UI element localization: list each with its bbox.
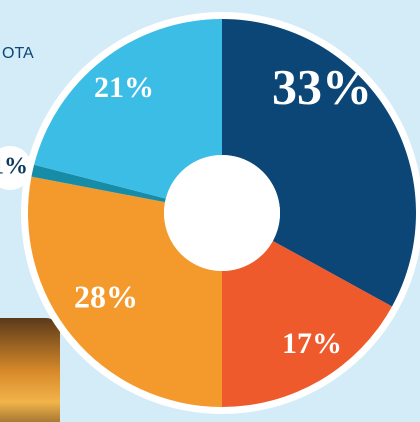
- value-label: 28%: [74, 278, 138, 314]
- value-label: 21%: [94, 71, 154, 104]
- value-label: 1%: [0, 154, 28, 180]
- value-label: 17%: [282, 327, 342, 360]
- value-label: 33%: [272, 58, 372, 114]
- header-text: OTA: [2, 45, 34, 62]
- screen: OTA 33% 17% 28% 1% 21%: [0, 0, 420, 422]
- donut-hole: [164, 155, 280, 271]
- photo: [0, 318, 60, 422]
